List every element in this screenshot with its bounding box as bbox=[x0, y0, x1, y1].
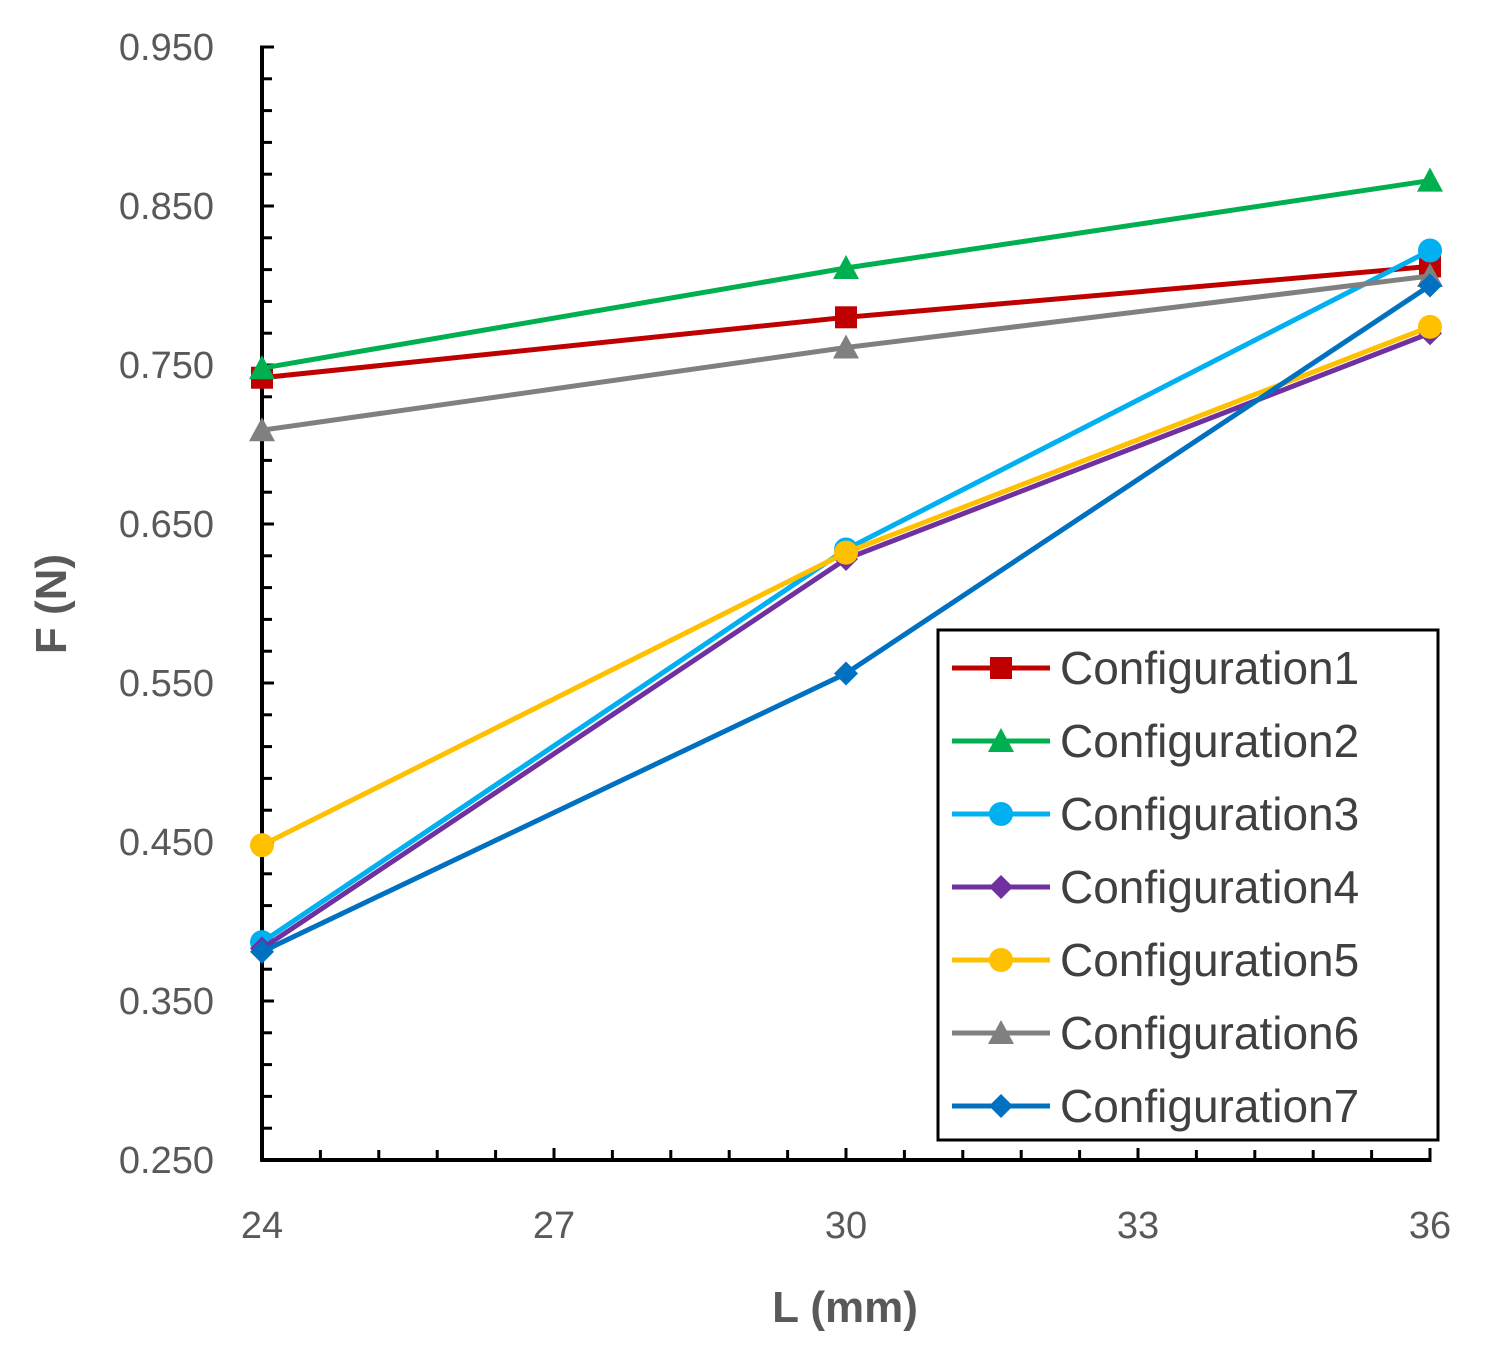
data-point bbox=[1418, 238, 1442, 263]
legend-label: Configuration7 bbox=[1060, 1080, 1359, 1132]
data-point bbox=[249, 355, 275, 380]
series-2 bbox=[249, 167, 1443, 380]
series-7 bbox=[250, 273, 1442, 964]
legend-label: Configuration5 bbox=[1060, 934, 1359, 986]
legend-item: Configuration5 bbox=[952, 934, 1359, 986]
y-tick-label: 0.450 bbox=[119, 822, 214, 864]
legend-item: Configuration1 bbox=[952, 642, 1359, 694]
x-tick-label: 30 bbox=[825, 1205, 867, 1247]
data-point bbox=[835, 306, 857, 329]
data-point bbox=[834, 540, 858, 565]
data-point bbox=[833, 334, 859, 359]
data-point bbox=[249, 417, 275, 442]
data-point bbox=[1418, 273, 1442, 298]
y-axis-title: F (N) bbox=[27, 554, 76, 654]
legend-label: Configuration4 bbox=[1060, 861, 1359, 913]
legend-item: Configuration2 bbox=[952, 715, 1359, 767]
legend: Configuration1 Configuration2 Configuratio… bbox=[936, 628, 1440, 1142]
plot-area bbox=[249, 167, 1443, 964]
data-point bbox=[1418, 314, 1442, 339]
x-tick-label: 24 bbox=[241, 1205, 283, 1247]
x-tick-label: 33 bbox=[1117, 1205, 1159, 1247]
axes: 0.250 0.350 0.450 0.550 0.650 0.750 0.850 0.950… bbox=[119, 27, 1451, 1247]
legend-marker bbox=[989, 948, 1013, 972]
data-point bbox=[834, 661, 858, 686]
x-axis-title: L (mm) bbox=[772, 1283, 918, 1332]
y-tick-label: 0.550 bbox=[119, 663, 214, 705]
legend-label: Configuration2 bbox=[1060, 715, 1359, 767]
data-point bbox=[1417, 167, 1443, 192]
legend-marker bbox=[989, 875, 1013, 899]
x-tick-label: 27 bbox=[533, 1205, 575, 1247]
legend-marker bbox=[989, 1094, 1013, 1118]
y-tick-label: 0.950 bbox=[119, 27, 214, 69]
legend-item: Configuration3 bbox=[952, 788, 1359, 840]
x-tick-label: 36 bbox=[1409, 1205, 1451, 1247]
legend-marker bbox=[988, 1020, 1014, 1045]
legend-item: Configuration6 bbox=[952, 1007, 1359, 1059]
y-tick-label: 0.250 bbox=[119, 1140, 214, 1182]
legend-marker bbox=[990, 657, 1012, 679]
data-point bbox=[833, 255, 859, 280]
y-tick-label: 0.850 bbox=[119, 186, 214, 228]
series-6 bbox=[249, 262, 1443, 442]
y-tick-label: 0.750 bbox=[119, 345, 214, 387]
data-point bbox=[250, 939, 274, 964]
legend-label: Configuration6 bbox=[1060, 1007, 1359, 1059]
y-tick-label: 0.350 bbox=[119, 981, 214, 1023]
legend-label: Configuration3 bbox=[1060, 788, 1359, 840]
data-point bbox=[250, 833, 274, 858]
legend-marker bbox=[989, 802, 1013, 826]
legend-label: Configuration1 bbox=[1060, 642, 1359, 694]
legend-item: Configuration7 bbox=[952, 1080, 1359, 1132]
series-5 bbox=[250, 314, 1442, 858]
y-tick-label: 0.650 bbox=[119, 504, 214, 546]
legend-marker bbox=[988, 728, 1014, 753]
legend-item: Configuration4 bbox=[952, 861, 1359, 913]
